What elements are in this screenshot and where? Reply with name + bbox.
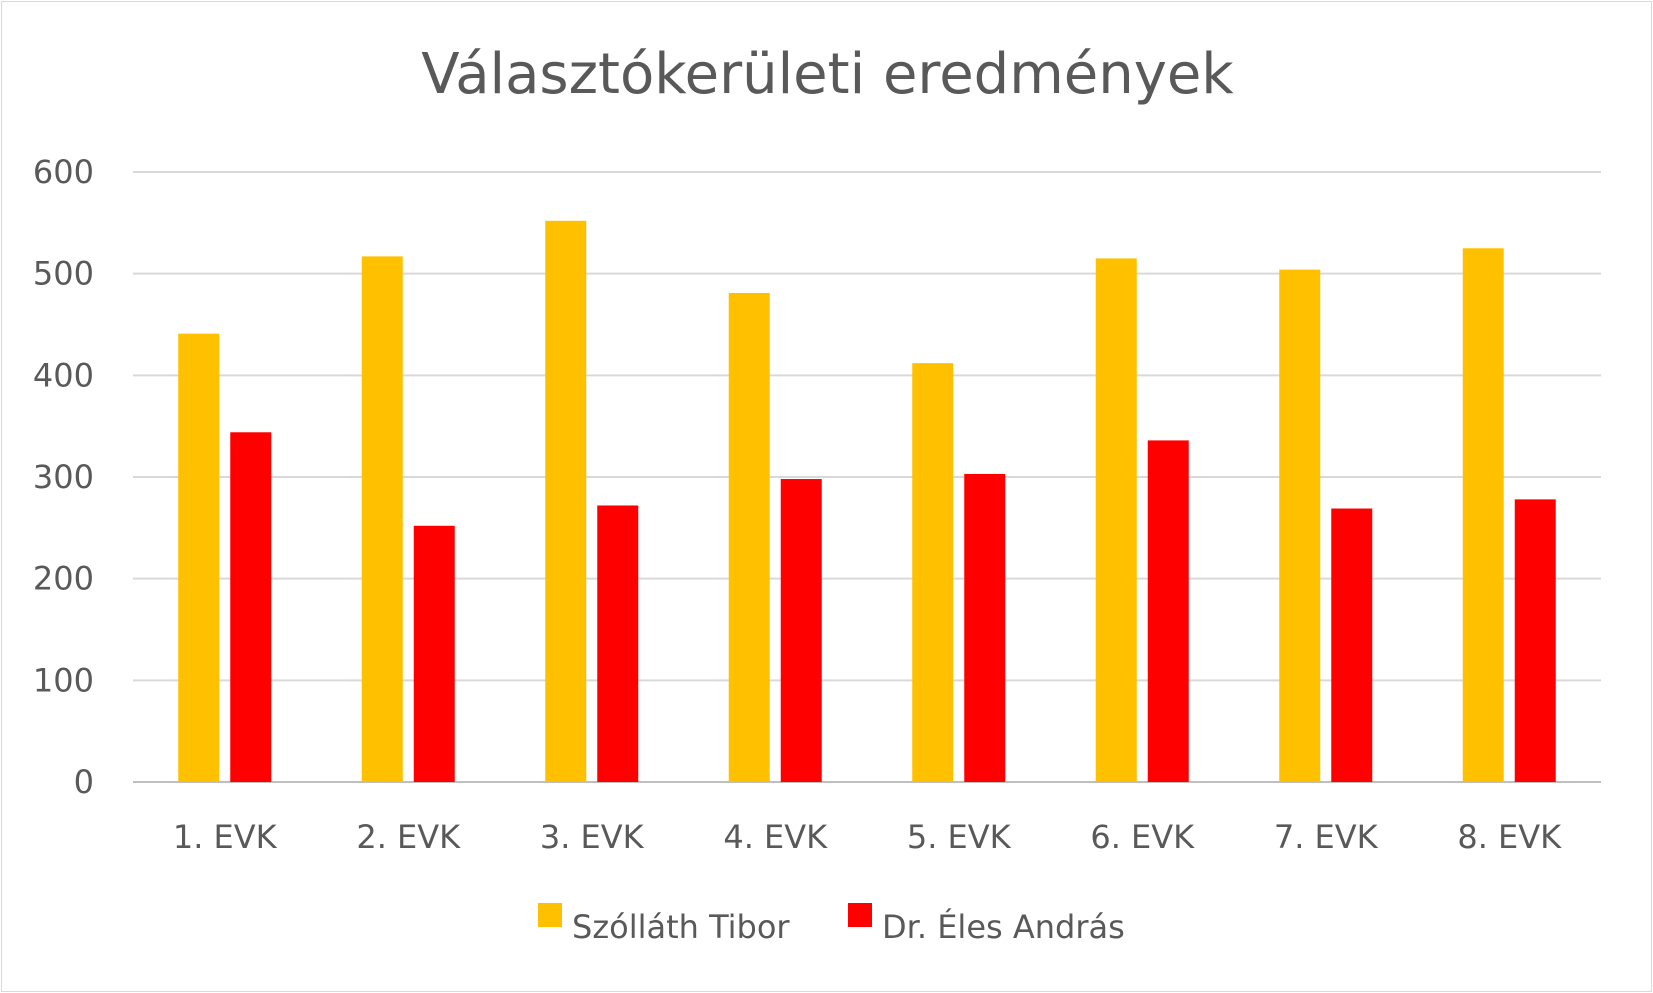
x-tick-label: 1. EVK — [173, 818, 278, 856]
legend-swatch — [538, 903, 562, 927]
bar-eles — [597, 505, 639, 782]
bar-szollath — [545, 220, 587, 783]
bar-eles — [1514, 499, 1556, 782]
legend-label: Dr. Éles András — [882, 908, 1125, 946]
bar-szollath — [1279, 269, 1321, 783]
bar-eles — [230, 432, 272, 782]
bar-szollath — [178, 333, 220, 782]
bar-szollath — [1095, 258, 1137, 783]
x-tick-label: 8. EVK — [1457, 818, 1562, 856]
bar-szollath — [728, 292, 770, 782]
x-tick-label: 4. EVK — [723, 818, 828, 856]
y-tick-label: 500 — [33, 255, 94, 293]
x-tick-label: 7. EVK — [1274, 818, 1379, 856]
y-tick-label: 200 — [33, 560, 94, 598]
x-tick-label: 5. EVK — [907, 818, 1012, 856]
y-tick-label: 600 — [33, 153, 94, 191]
bar-eles — [413, 525, 455, 782]
x-tick-label: 3. EVK — [540, 818, 645, 856]
bar-eles — [1147, 440, 1189, 782]
bar-szollath — [912, 363, 954, 782]
bar-szollath — [1462, 248, 1504, 782]
y-tick-label: 100 — [33, 661, 94, 699]
legend-swatch — [848, 903, 872, 927]
chart-title: Választókerületi eredmények — [421, 42, 1234, 107]
y-tick-label: 400 — [33, 356, 94, 394]
bar-eles — [780, 479, 822, 782]
bar-eles — [1331, 508, 1373, 782]
bar-eles — [964, 473, 1006, 782]
y-tick-label: 300 — [33, 458, 94, 496]
legend-label: Szólláth Tibor — [572, 908, 790, 946]
x-tick-label: 2. EVK — [356, 818, 461, 856]
bar-szollath — [361, 256, 403, 783]
y-tick-label: 0 — [74, 763, 94, 801]
x-tick-label: 6. EVK — [1090, 818, 1195, 856]
